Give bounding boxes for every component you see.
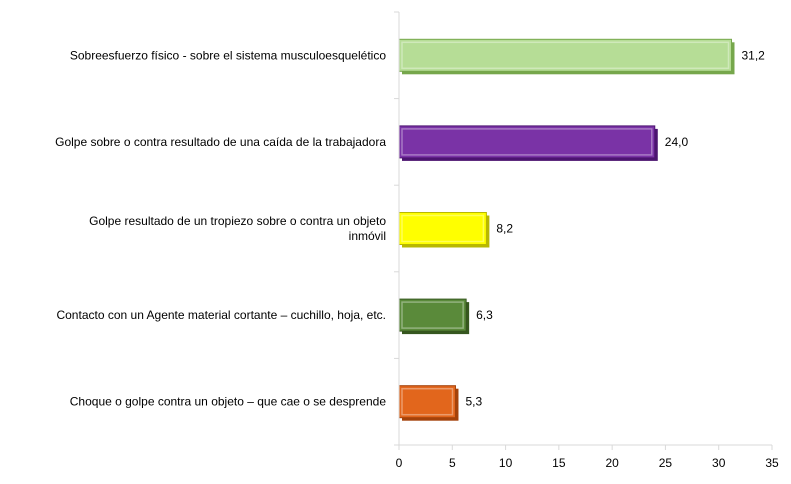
- x-tick-label: 20: [605, 456, 619, 470]
- bar-1: [398, 38, 735, 75]
- x-tick-label: 35: [765, 456, 779, 470]
- data-label: 31,2: [742, 48, 766, 62]
- category-label-line: Golpe sobre o contra resultado de una ca…: [55, 135, 386, 149]
- bar-bevel: [401, 214, 485, 243]
- bar-2: [398, 125, 658, 161]
- bars-group: [398, 38, 735, 421]
- category-label: Golpe sobre o contra resultado de una ca…: [55, 135, 386, 149]
- bar-bevel: [401, 387, 454, 416]
- bar-face: [398, 298, 467, 332]
- category-label-line: inmóvil: [349, 229, 386, 243]
- bar-face: [398, 38, 733, 72]
- x-tick-label: 10: [499, 456, 513, 470]
- axes-group: [394, 11, 773, 450]
- category-label-line: Golpe resultado de un tropiezo sobre o c…: [89, 214, 386, 228]
- x-tick-label: 25: [659, 456, 673, 470]
- bar-5: [398, 385, 459, 421]
- category-label-line: Contacto con un Agente material cortante…: [56, 308, 386, 322]
- x-tick-label: 30: [712, 456, 726, 470]
- data-label: 8,2: [496, 222, 513, 236]
- bar-3: [398, 212, 490, 248]
- data-label: 5,3: [465, 395, 482, 409]
- data-label: 24,0: [665, 135, 689, 149]
- bar-face: [398, 385, 456, 419]
- category-label: Sobreesfuerzo físico - sobre el sistema …: [70, 48, 386, 62]
- bar-4: [398, 298, 470, 335]
- bar-bevel: [401, 301, 464, 329]
- bar-face: [398, 212, 487, 245]
- x-tick-label: 5: [449, 456, 456, 470]
- x-tick-label: 0: [396, 456, 403, 470]
- x-tick-label: 15: [552, 456, 566, 470]
- labels-group: 0 5 10 15 20 25 30 35 31,2 Sobreesfuerzo físico -…: [55, 48, 779, 470]
- category-label: Choque o golpe contra un objeto – que ca…: [70, 395, 387, 409]
- bar-face: [398, 125, 656, 159]
- category-label: Golpe resultado de un tropiezo sobre o c…: [89, 214, 386, 243]
- category-label-line: Sobreesfuerzo físico - sobre el sistema …: [70, 48, 386, 62]
- category-label-line: Choque o golpe contra un objeto – que ca…: [70, 395, 387, 409]
- bar-bevel: [401, 128, 653, 156]
- category-label: Contacto con un Agente material cortante…: [56, 308, 386, 322]
- bar-bevel: [401, 41, 730, 70]
- data-label: 6,3: [476, 308, 493, 322]
